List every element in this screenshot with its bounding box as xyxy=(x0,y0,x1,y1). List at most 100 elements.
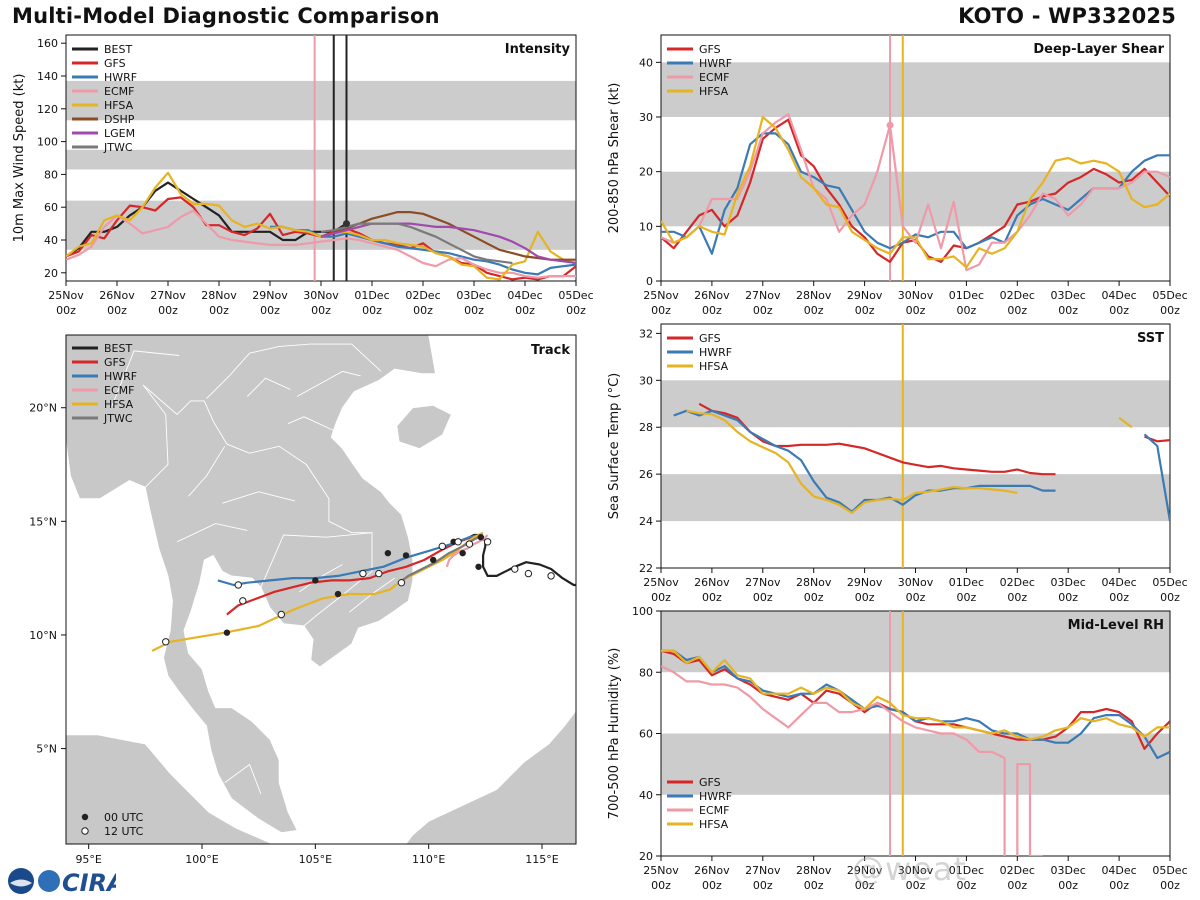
admin-border xyxy=(260,532,373,627)
panel-title: Intensity xyxy=(505,42,571,57)
x-tick-label: 00z xyxy=(753,591,773,604)
legend-label-ecmf: ECMF xyxy=(699,804,729,817)
x-tick-label: 30Nov xyxy=(303,289,339,302)
x-tick-label: 00z xyxy=(1160,304,1180,317)
legend-label-best: BEST xyxy=(104,342,132,355)
marker-12utc xyxy=(511,565,519,573)
y-tick-label: 15°N xyxy=(29,515,57,528)
x-tick-label: 27Nov xyxy=(745,864,781,877)
series-line-ecmf xyxy=(661,113,1170,272)
series-group xyxy=(661,113,1170,272)
marker-12utc xyxy=(277,610,286,619)
x-tick-label: 26Nov xyxy=(694,576,730,589)
x-tick-label: 03Dec xyxy=(1051,576,1086,589)
band-1 xyxy=(66,149,576,170)
admin-border xyxy=(222,491,296,504)
x-tick-label: 29Nov xyxy=(847,576,883,589)
series-line-lgem xyxy=(320,222,576,265)
x-tick-label: 28Nov xyxy=(796,289,832,302)
x-tick-label: 00z xyxy=(413,304,433,317)
x-tick-label: 00z xyxy=(702,591,722,604)
x-tick-label: 05Dec xyxy=(558,289,593,302)
x-tick-label: 01Dec xyxy=(949,576,984,589)
x-tick-label: 00z xyxy=(1109,879,1129,892)
band-0 xyxy=(661,474,1170,522)
y-tick-label: 20°N xyxy=(29,402,57,415)
x-tick-label: 30Nov xyxy=(898,289,934,302)
y-tick-label: 60 xyxy=(44,201,58,214)
legend-label-hwrf: HWRF xyxy=(699,57,732,70)
marker-12utc xyxy=(162,638,170,646)
x-tick-label: 00z xyxy=(260,304,280,317)
x-tick-label: 00z xyxy=(957,591,977,604)
y-tick-label: 40 xyxy=(639,789,653,802)
y-tick-label: 32 xyxy=(639,327,653,340)
marker-12utc xyxy=(465,540,474,548)
x-tick-label: 04Dec xyxy=(1101,864,1136,877)
x-tick-label: 04Dec xyxy=(1101,576,1136,589)
panel-rh: 20 40 60 80 100 25Nov 00z 26Nov 00z 27Nov 00z 28Nov… xyxy=(607,605,1188,892)
series-line-jtwc xyxy=(320,222,513,265)
panel-title: Mid-Level RH xyxy=(1068,618,1164,633)
y-tick-label: 10°N xyxy=(29,629,57,642)
land-borneo xyxy=(405,710,576,844)
legend-marker-00utc xyxy=(81,813,89,821)
legend-label-gfs: GFS xyxy=(699,776,721,789)
panel-title: Deep-Layer Shear xyxy=(1033,42,1164,57)
x-tick-label: 00z xyxy=(855,879,875,892)
x-tick-label: 03Dec xyxy=(1051,289,1086,302)
x-tick-label: 00z xyxy=(56,304,76,317)
x-tick-label: 00z xyxy=(311,304,331,317)
x-tick-label: 00z xyxy=(702,304,722,317)
marker-12utc xyxy=(359,569,367,578)
panel-intensity: 20 40 60 80 100 120 140 160 25Nov 00z 26Nov 00z 27No… xyxy=(12,34,594,317)
x-tick-label: 95°E xyxy=(75,853,101,866)
x-tick-label: 00z xyxy=(906,304,926,317)
track-line-hfsa xyxy=(151,531,484,652)
legend-label-jtwc: JTWC xyxy=(103,412,133,425)
data-point-0 xyxy=(886,121,894,129)
band-0 xyxy=(661,733,1170,795)
series-line-hfsa xyxy=(661,115,1170,269)
x-tick-label: 05Dec xyxy=(1152,864,1187,877)
legend-label-dshp: DSHP xyxy=(104,113,135,126)
marker-12utc xyxy=(397,578,406,587)
series-line-dshp xyxy=(320,211,576,261)
x-tick-label: 00z xyxy=(855,591,875,604)
legend-label-hfsa: HFSA xyxy=(699,360,729,373)
series-line-hfsa xyxy=(686,409,1018,515)
band-1 xyxy=(661,611,1170,673)
admin-border xyxy=(287,416,334,431)
admin-border xyxy=(206,343,382,399)
admin-border xyxy=(203,400,372,534)
legend-label-ecmf: ECMF xyxy=(699,71,729,84)
x-tick-label: 04Dec xyxy=(1101,289,1136,302)
panel-sst: 22 24 26 28 30 32 25Nov 00z 26Nov 00z 27Nov 00z 28No… xyxy=(607,323,1188,604)
x-tick-label: 00z xyxy=(1007,879,1027,892)
x-tick-label: 00z xyxy=(1109,591,1129,604)
legend-label-gfs: GFS xyxy=(104,356,126,369)
x-tick-label: 00z xyxy=(957,879,977,892)
legend-label-gfs: GFS xyxy=(699,332,721,345)
marker-00utc xyxy=(477,534,484,541)
y-tick-label: 40 xyxy=(639,56,653,69)
marker-12utc xyxy=(375,569,383,578)
x-tick-label: 02Dec xyxy=(1000,576,1035,589)
track-line-best xyxy=(457,533,576,587)
series-group xyxy=(661,649,1170,856)
legend-label-lgem: LGEM xyxy=(104,127,135,140)
x-tick-label: 02Dec xyxy=(1000,864,1035,877)
legend-label-ecmf: ECMF xyxy=(104,384,134,397)
series-line-hwrf xyxy=(673,409,1056,513)
legend-label-gfs: GFS xyxy=(104,57,126,70)
x-tick-label: 00z xyxy=(1058,591,1078,604)
track-line-jtwc xyxy=(398,534,484,584)
y-tick-label: 30 xyxy=(639,111,653,124)
legend-label-hwrf: HWRF xyxy=(104,71,137,84)
admin-border xyxy=(188,446,226,497)
marker-00utc xyxy=(384,549,392,557)
x-tick-label: 01Dec xyxy=(949,864,984,877)
y-tick-label: 20 xyxy=(639,850,653,863)
y-tick-label: 80 xyxy=(44,168,58,181)
